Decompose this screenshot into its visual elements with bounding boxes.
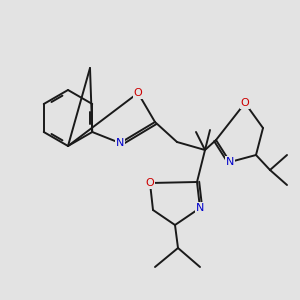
Text: N: N (196, 203, 204, 213)
Text: N: N (226, 157, 234, 167)
Text: N: N (116, 138, 124, 148)
Text: O: O (134, 88, 142, 98)
Text: O: O (241, 98, 249, 108)
Text: O: O (146, 178, 154, 188)
